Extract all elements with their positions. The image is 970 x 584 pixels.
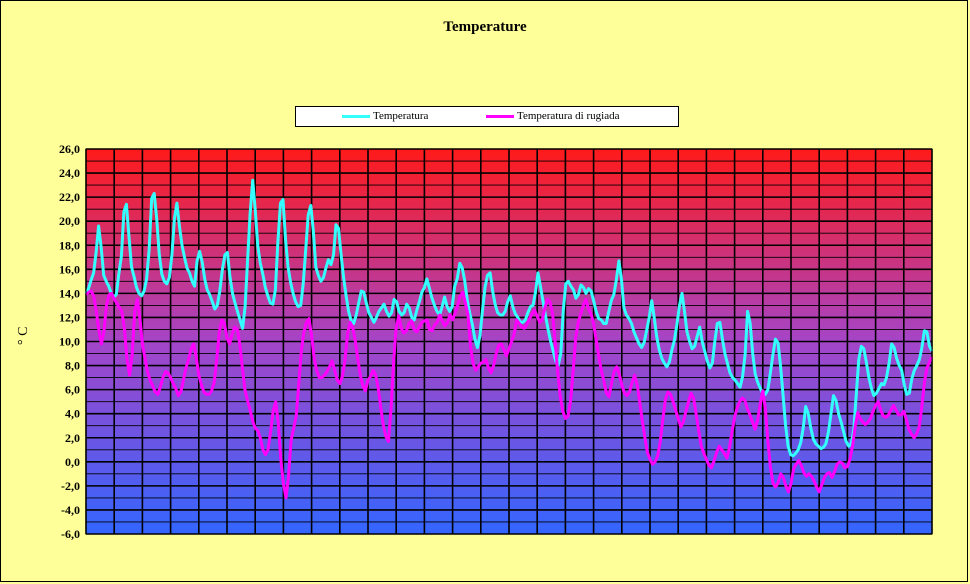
y-tick-label: 2,0 xyxy=(65,431,80,445)
y-tick-label: -6,0 xyxy=(61,527,80,541)
y-tick-label: 0,0 xyxy=(65,455,80,469)
legend-swatch-rugiada xyxy=(486,114,514,118)
y-tick-labels: 26,0 24,0 22,0 20,0 18,0 16,0 14,0 12,0 10,0 8,0 6… xyxy=(59,142,80,541)
series-line-rugiada xyxy=(84,289,934,500)
legend-swatch-temperatura xyxy=(342,114,370,118)
chart-title: Temperature xyxy=(443,19,527,35)
y-tick-label: 24,0 xyxy=(59,166,80,180)
y-tick-label: 6,0 xyxy=(65,383,80,397)
y-tick-label: 8,0 xyxy=(65,359,80,373)
grid-lines xyxy=(85,148,933,535)
legend-label-rugiada: Temperatura di rugiada xyxy=(517,110,620,122)
plot-area-border xyxy=(85,148,933,535)
series-lines xyxy=(84,178,934,500)
y-tick-label: 4,0 xyxy=(65,407,80,421)
y-tick-label: 12,0 xyxy=(59,310,80,324)
legend-item-temperatura: Temperatura xyxy=(342,110,428,122)
legend: Temperatura Temperatura di rugiada xyxy=(295,106,679,127)
y-tick-label: 26,0 xyxy=(59,142,80,156)
y-tick-label: 22,0 xyxy=(59,190,80,204)
y-tick-label: 10,0 xyxy=(59,335,80,349)
legend-item-rugiada: Temperatura di rugiada xyxy=(486,110,619,122)
series-line-temperatura xyxy=(84,178,934,458)
y-tick-label: 16,0 xyxy=(59,262,80,276)
y-tick-label: -4,0 xyxy=(61,503,80,517)
y-tick-label: -2,0 xyxy=(61,479,80,493)
y-tick-label: 18,0 xyxy=(59,238,80,252)
y-tick-label: 20,0 xyxy=(59,214,80,228)
legend-label-temperatura: Temperatura xyxy=(373,110,429,122)
y-tick-label: 14,0 xyxy=(59,286,80,300)
